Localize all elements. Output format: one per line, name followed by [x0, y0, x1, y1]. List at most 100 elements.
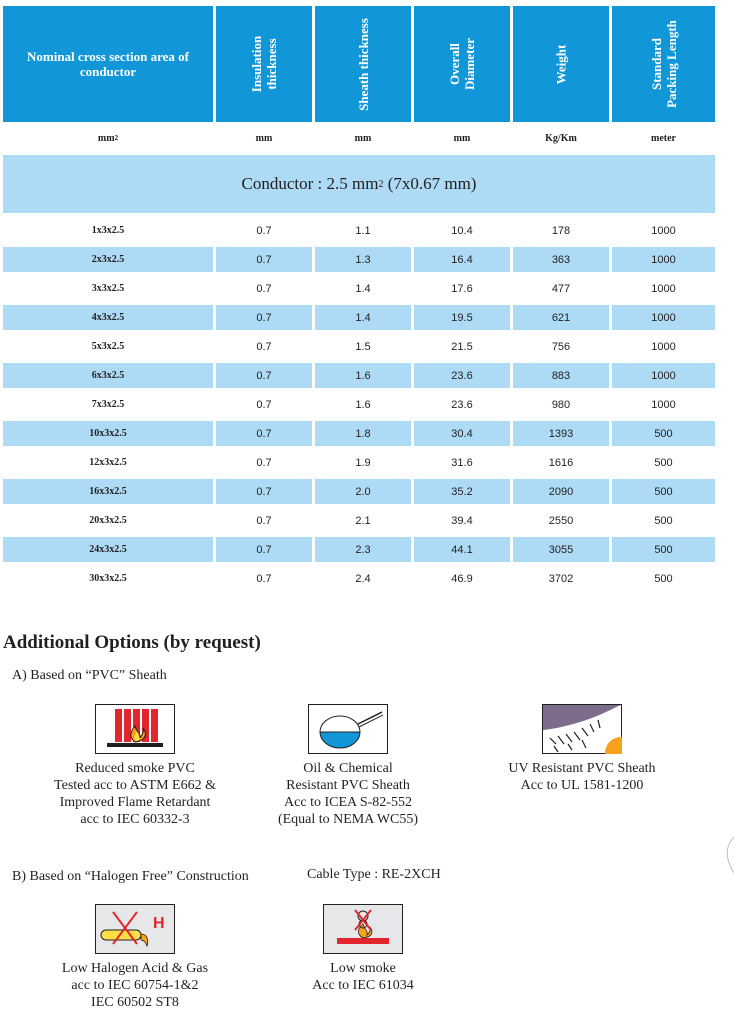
conductor-sup: 2 — [378, 178, 384, 190]
row-shade — [315, 305, 411, 330]
row-shade — [216, 305, 312, 330]
table-cell: 0.7 — [256, 456, 272, 469]
table-cell: 1.9 — [355, 456, 371, 469]
options-title: Additional Options (by request) — [3, 632, 261, 653]
table-cell: 20x3x2.5 — [89, 515, 127, 526]
option-line: UV Resistant PVC Sheath — [508, 761, 656, 776]
table-cell: 0.7 — [256, 340, 272, 353]
table-cell: 31.6 — [451, 456, 473, 469]
low-halogen-icon: H — [95, 904, 175, 954]
row-shade — [3, 421, 213, 446]
table-cell: 10x3x2.5 — [89, 428, 127, 439]
table-cell: 1393 — [548, 427, 574, 440]
row-shade — [216, 479, 312, 504]
table-cell: 0.7 — [256, 369, 272, 382]
table-cell: 1000 — [651, 282, 676, 295]
row-shade — [612, 537, 715, 562]
table-cell: 2x3x2.5 — [91, 254, 125, 265]
conductor-label: Conductor : 2.5 mm — [241, 174, 379, 193]
table-cell: 3702 — [548, 572, 574, 585]
table-row: 10x3x2.5 0.7 1.8 30.4 1393 500 — [3, 419, 715, 448]
option-line: acc to IEC 60754-1&2 — [71, 978, 199, 993]
table-row: 12x3x2.5 0.7 1.9 31.6 1616 500 — [3, 448, 715, 477]
header-weight: Weight — [513, 6, 609, 122]
page-curl-mark — [726, 836, 734, 874]
table-row: 4x3x2.5 0.7 1.4 19.5 621 1000 — [3, 303, 715, 332]
option-line: Low smoke — [330, 961, 396, 976]
table-cell: 1000 — [651, 340, 676, 353]
row-shade — [414, 421, 510, 446]
table-cell: 0.7 — [256, 282, 272, 295]
table-cell: 10.4 — [451, 224, 473, 237]
table-cell: 2.3 — [355, 543, 371, 556]
option-line: Low Halogen Acid & Gas — [61, 961, 209, 976]
conductor-band: Conductor : 2.5 mm 2 (7x0.67 mm) — [3, 155, 715, 213]
table-row: 6x3x2.5 0.7 1.6 23.6 883 1000 — [3, 361, 715, 390]
unit-cell: meter — [651, 132, 676, 144]
header-line: Overall — [447, 43, 462, 85]
row-shade — [216, 421, 312, 446]
row-shade — [513, 363, 609, 388]
row-shade — [414, 479, 510, 504]
row-shade — [216, 537, 312, 562]
table-cell: 0.7 — [256, 427, 272, 440]
table-cell: 17.6 — [451, 282, 473, 295]
section-a-heading: A) Based on “PVC” Sheath — [12, 668, 167, 683]
header-line: Sheath thickness — [355, 17, 371, 111]
header-line: Packing Length — [663, 20, 679, 108]
table-cell: 500 — [654, 485, 673, 498]
table-cell: 621 — [551, 311, 571, 324]
option-line: Reduced smoke PVC — [75, 761, 195, 776]
table-row: 2x3x2.5 0.7 1.3 16.4 363 1000 — [3, 245, 715, 274]
header-sheath-thickness: Sheath thickness — [315, 6, 411, 122]
row-shade — [612, 305, 715, 330]
table-cell: 1000 — [651, 253, 676, 266]
option-line: acc to IEC 60332-3 — [80, 812, 190, 827]
table-cell: 12x3x2.5 — [89, 457, 127, 468]
table-cell: 2550 — [548, 514, 574, 527]
table-cell: 1616 — [548, 456, 574, 469]
row-shade — [315, 537, 411, 562]
row-shade — [612, 247, 715, 272]
table-cell: 1.6 — [355, 398, 371, 411]
option-uv-resistant: UV Resistant PVC Sheath Acc to UL 1581-1… — [484, 704, 680, 794]
row-shade — [414, 305, 510, 330]
table-cell: 1000 — [651, 311, 676, 324]
table-row: 20x3x2.5 0.7 2.1 39.4 2550 500 — [3, 506, 715, 535]
row-shade — [513, 421, 609, 446]
table-row: 24x3x2.5 0.7 2.3 44.1 3055 500 — [3, 535, 715, 564]
row-shade — [513, 537, 609, 562]
option-line: Resistant PVC Sheath — [286, 778, 410, 793]
row-shade — [414, 537, 510, 562]
oil-resistant-icon — [308, 704, 388, 754]
unit-cell: mm — [354, 132, 372, 144]
table-cell: 500 — [654, 456, 673, 469]
table-cell: 30x3x2.5 — [89, 573, 127, 584]
table-cell: 1000 — [651, 369, 676, 382]
option-line: (Equal to NEMA WC55) — [277, 812, 419, 827]
option-line: Acc to UL 1581-1200 — [520, 778, 644, 793]
table-cell: 500 — [654, 427, 673, 440]
table-cell: 0.7 — [256, 572, 272, 585]
option-line: IEC 60502 ST8 — [91, 995, 179, 1010]
table-row: 1x3x2.5 0.7 1.1 10.4 178 1000 — [3, 216, 715, 245]
header-packing-length: Standard Packing Length — [612, 6, 715, 122]
header-insulation-thickness: Insulation thickness — [216, 6, 312, 122]
table-cell: 1.4 — [355, 282, 371, 295]
table-cell: 1000 — [651, 224, 676, 237]
table-cell: 178 — [551, 224, 571, 237]
table-cell: 363 — [551, 253, 571, 266]
table-cell: 16x3x2.5 — [89, 486, 127, 497]
row-shade — [216, 247, 312, 272]
header-line: Diameter — [462, 38, 477, 90]
unit-cell: mm 2 — [97, 132, 119, 144]
table-row: 7x3x2.5 0.7 1.6 23.6 980 1000 — [3, 390, 715, 419]
table-cell: 7x3x2.5 — [91, 399, 125, 410]
table-cell: 3055 — [548, 543, 574, 556]
header-line: conductor — [79, 64, 137, 79]
table-cell: 23.6 — [451, 369, 473, 382]
table-cell: 1.3 — [355, 253, 371, 266]
table-units-row: mm 2 mm mm mm Kg/Km meter — [3, 128, 715, 148]
table-cell: 44.1 — [451, 543, 473, 556]
option-low-smoke: Low smoke Acc to IEC 61034 — [288, 904, 438, 994]
